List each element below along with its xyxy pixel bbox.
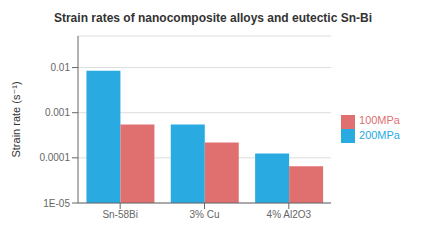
html-text:200MPa: 200MPa <box>359 128 400 141</box>
html-text:100MPa: 100MPa <box>359 114 400 127</box>
svg-text:Sn-58Bi: Sn-58Bi <box>102 209 138 220</box>
svg-text:0.001: 0.001 <box>45 107 70 118</box>
html-text:Strain rates of nanocomposite: Strain rates of nanocomposite alloys and… <box>54 11 372 25</box>
svg-text:4% Al2O3: 4% Al2O3 <box>267 209 312 220</box>
svg-text:3% Cu: 3% Cu <box>190 209 220 220</box>
svg-text:0.01: 0.01 <box>51 62 71 73</box>
svg-text:Strain rate (s⁻¹): Strain rate (s⁻¹) <box>10 81 22 157</box>
svg-text:0.0001: 0.0001 <box>39 152 70 163</box>
svg-text:1E-05: 1E-05 <box>43 198 70 209</box>
